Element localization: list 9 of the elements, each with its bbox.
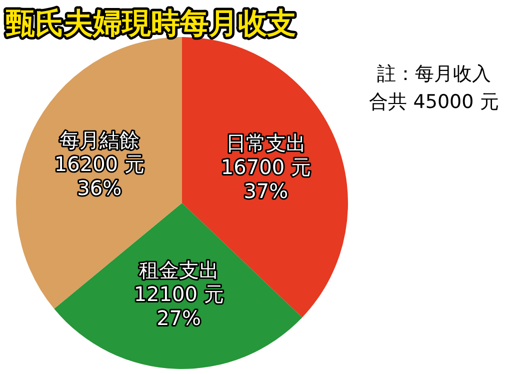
- data-label: 16200 元 36%: [54, 152, 144, 200]
- text: 註：每月收入: [377, 63, 491, 85]
- data-label: 12100 元 27%: [134, 282, 224, 330]
- slice-label: 日常支出: [226, 131, 306, 156]
- slice-label: 每月結餘: [59, 128, 140, 152]
- text: 合共 45000 元: [369, 91, 499, 113]
- slice-label: 租金支出: [138, 258, 219, 282]
- data-label: 16700 元 37%: [220, 155, 311, 204]
- chart-title: 甄氏夫婦現時每月收支: [5, 6, 296, 40]
